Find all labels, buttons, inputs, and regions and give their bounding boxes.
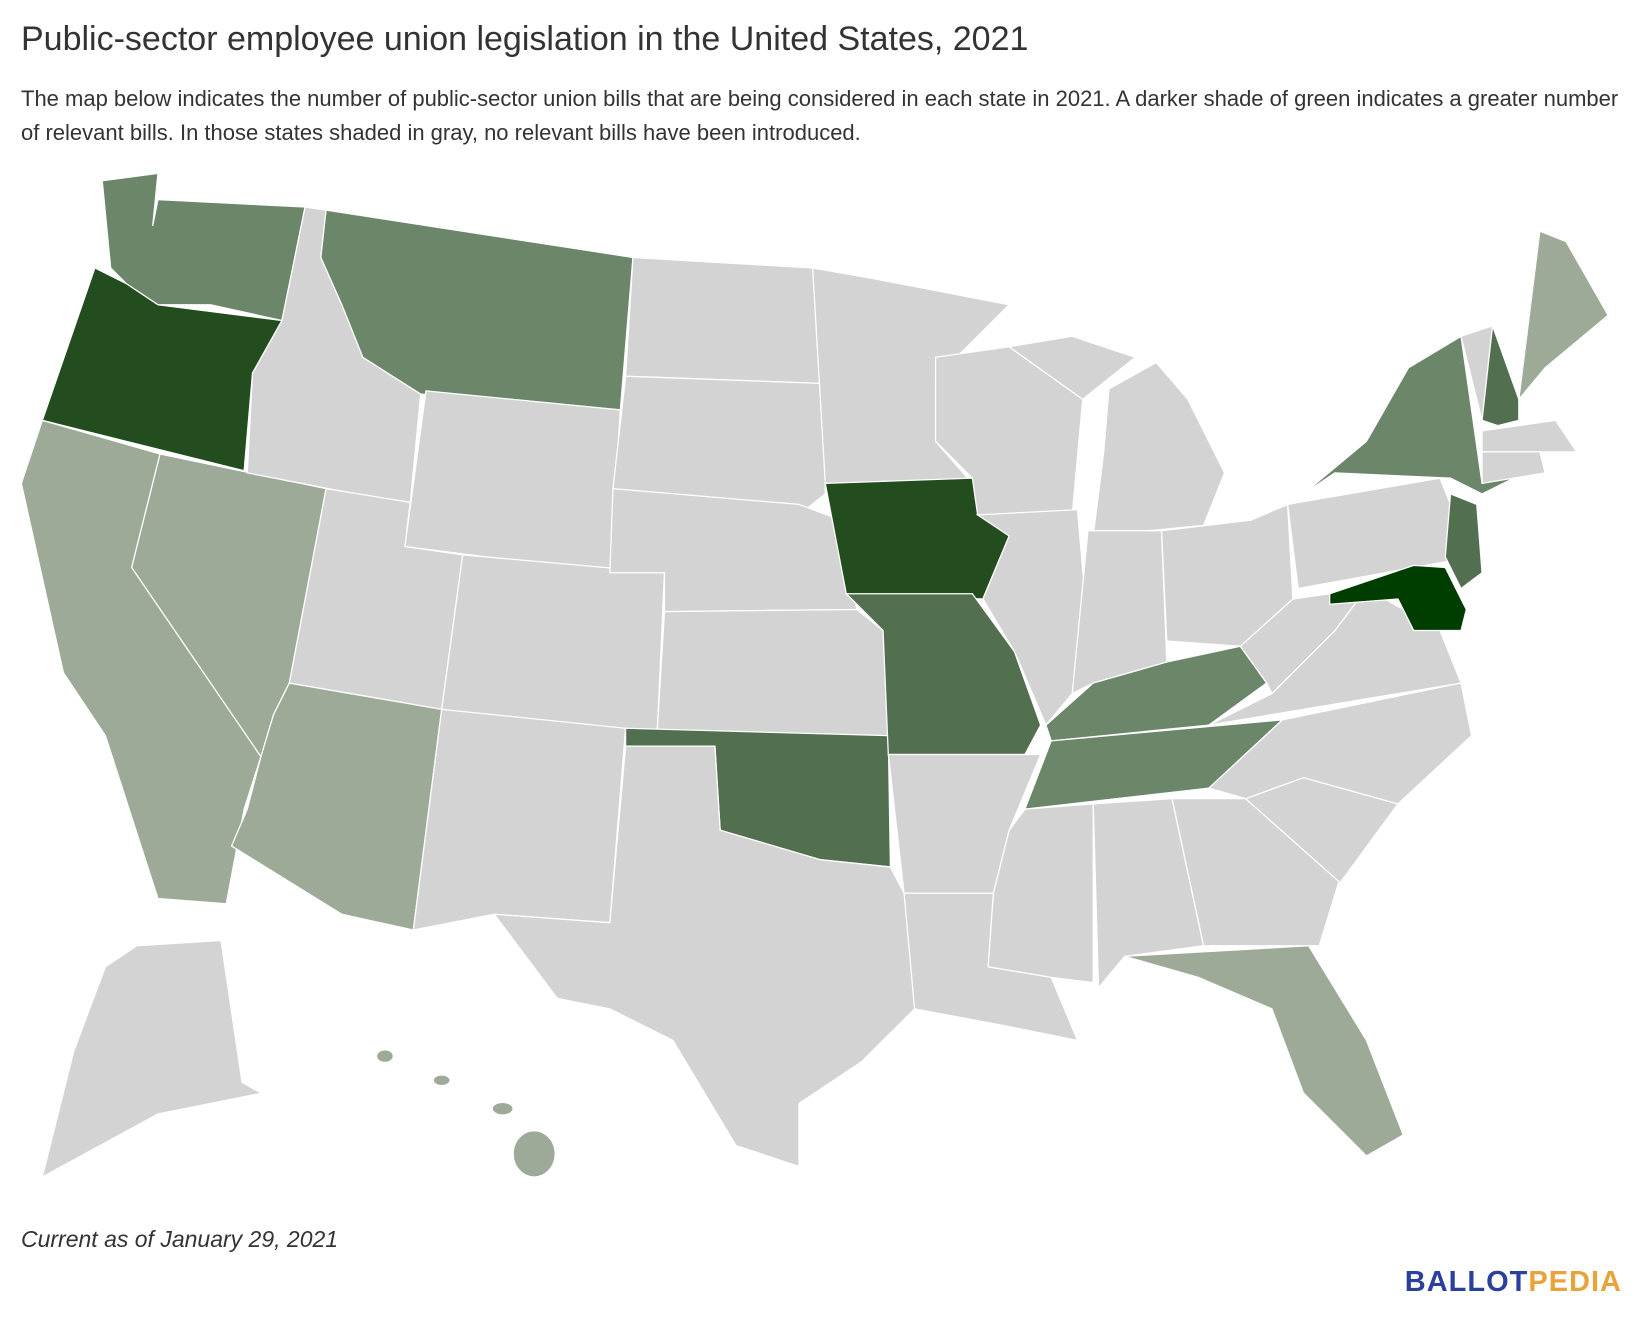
state bbox=[1481, 419, 1578, 453]
state bbox=[432, 1074, 451, 1087]
state bbox=[375, 1049, 394, 1064]
state bbox=[440, 554, 666, 737]
state bbox=[1092, 361, 1226, 537]
state bbox=[1092, 797, 1205, 990]
state bbox=[1329, 564, 1467, 632]
state bbox=[1517, 230, 1609, 402]
state bbox=[412, 708, 627, 931]
description: The map below indicates the number of pu… bbox=[21, 86, 1619, 145]
logo-text: PEDIA bbox=[1528, 1266, 1622, 1298]
state bbox=[656, 608, 889, 737]
state bbox=[1481, 325, 1520, 427]
state bbox=[1207, 682, 1473, 805]
logo-text: BALLOT bbox=[1404, 1266, 1529, 1298]
state bbox=[612, 375, 826, 516]
title: Public-sector employee union legislation… bbox=[21, 20, 1029, 58]
state bbox=[1124, 945, 1405, 1157]
state bbox=[41, 267, 283, 472]
state bbox=[41, 939, 337, 1179]
logo: BALLOTPEDIA bbox=[1405, 1266, 1622, 1299]
state bbox=[1007, 335, 1137, 401]
state bbox=[1171, 798, 1341, 947]
state bbox=[512, 1130, 556, 1178]
state bbox=[492, 745, 921, 1168]
state bbox=[624, 256, 826, 385]
state bbox=[1239, 587, 1368, 695]
state bbox=[491, 1101, 514, 1116]
state bbox=[404, 390, 622, 574]
state bbox=[844, 593, 1042, 756]
state bbox=[1481, 451, 1546, 485]
state bbox=[1444, 493, 1483, 590]
state bbox=[987, 803, 1094, 984]
footnote: Current as of January 29, 2021 bbox=[21, 1226, 339, 1252]
